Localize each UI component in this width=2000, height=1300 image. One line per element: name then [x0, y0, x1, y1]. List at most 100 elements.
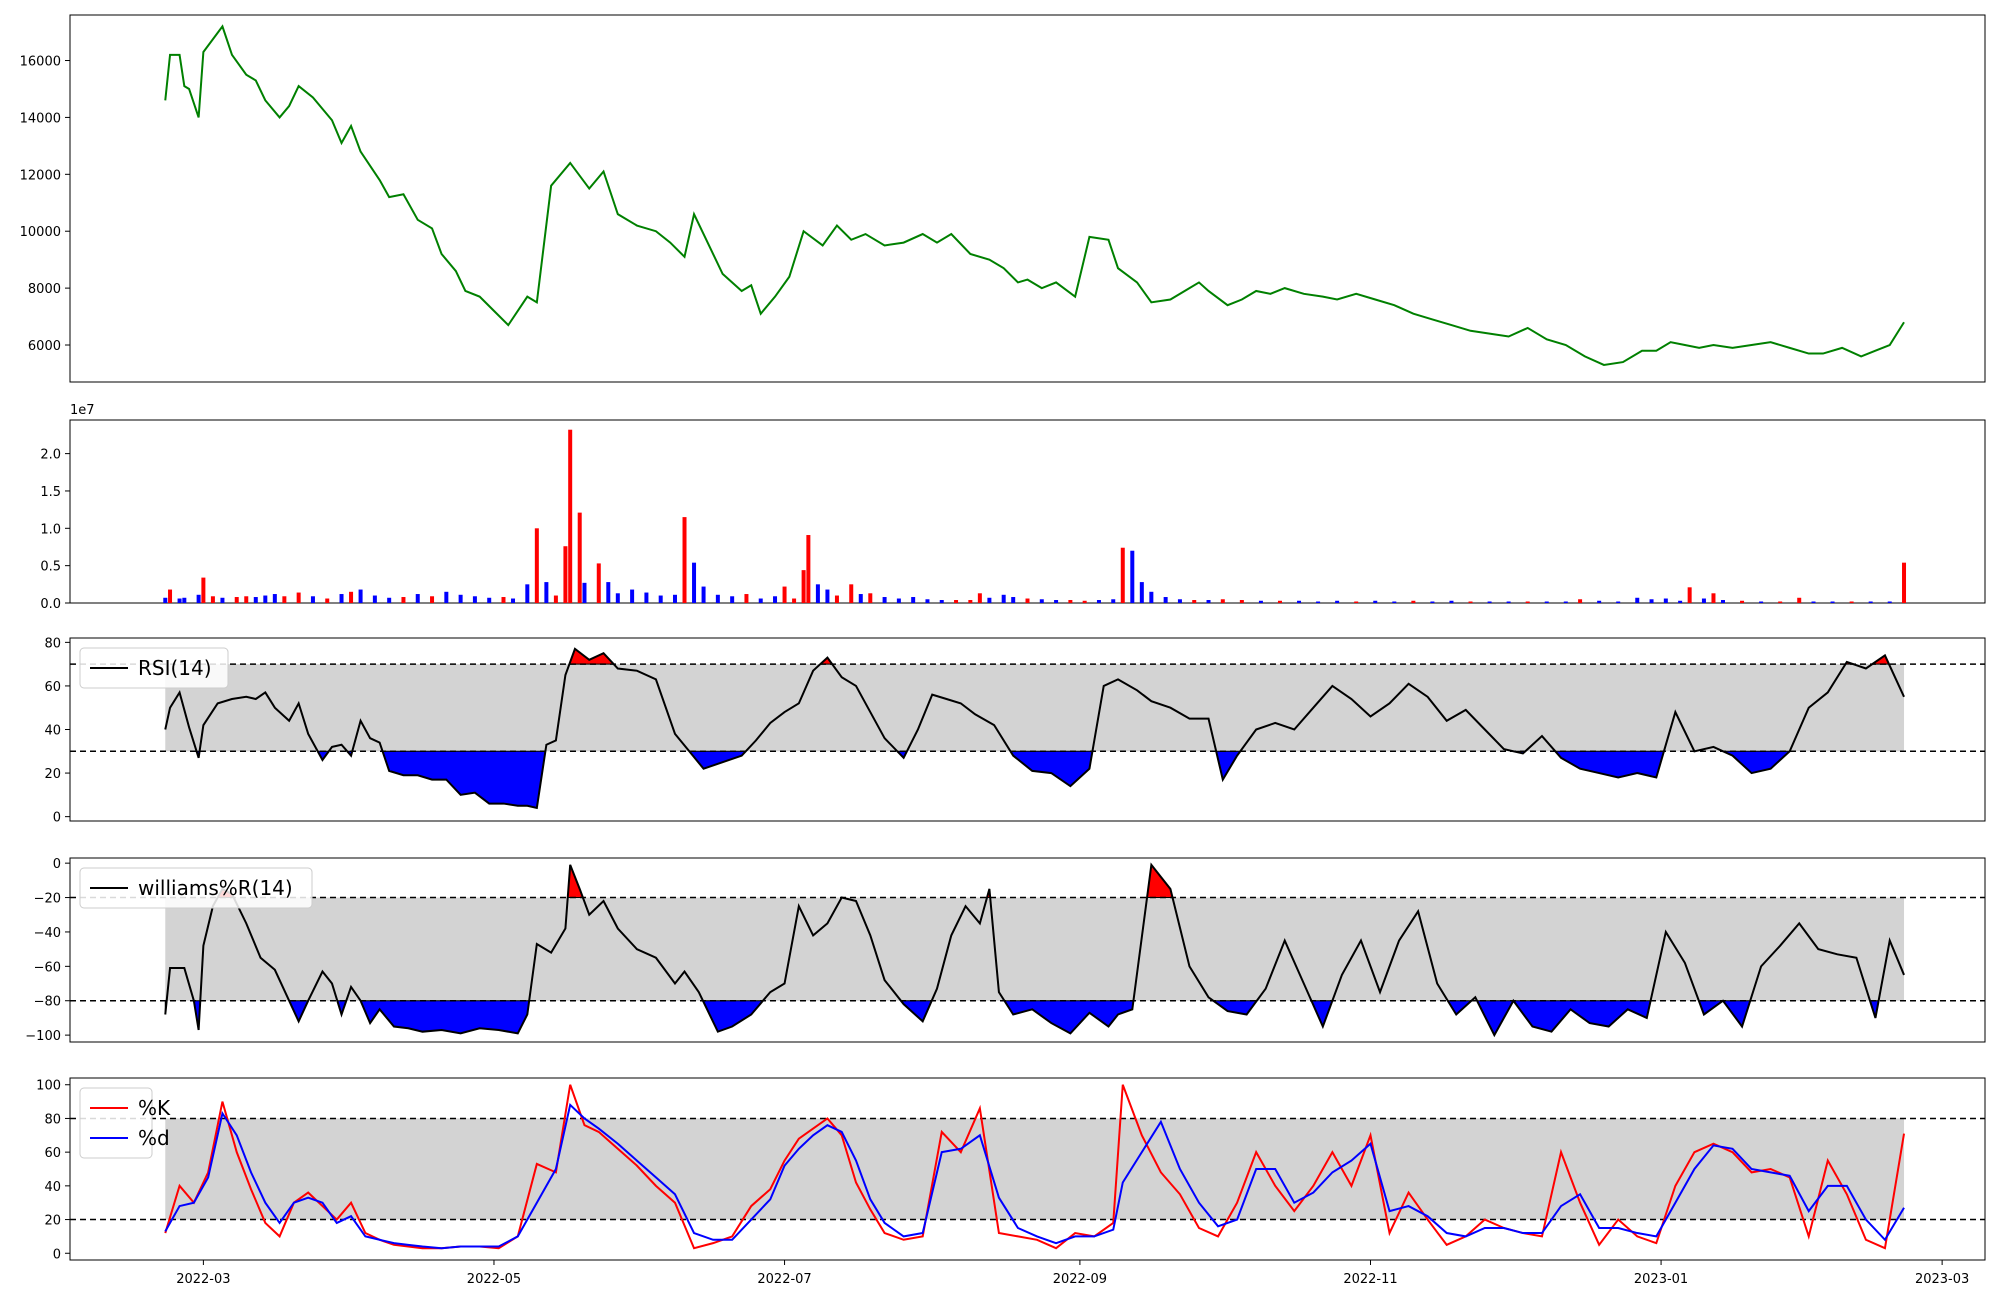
volume-bar: [1449, 600, 1454, 603]
volume-bar: [1902, 562, 1907, 603]
williams-legend: williams%R(14): [79, 867, 313, 909]
volume-bar: [563, 546, 568, 603]
volume-bar: [1468, 601, 1473, 603]
volume-bar: [1220, 599, 1225, 603]
volume-bar: [1525, 601, 1530, 603]
stochastic-line-d: [164, 1103, 1905, 1250]
volume-bar: [1687, 587, 1692, 603]
y-tick-label: 14000: [20, 111, 61, 126]
volume-bar: [163, 597, 168, 603]
rsi-oversold-fill: [1009, 750, 1093, 787]
rsi-oversold-fill: [688, 750, 747, 770]
volume-bar: [272, 594, 277, 603]
volume-bar: [168, 589, 173, 603]
volume-bar: [1139, 582, 1144, 603]
volume-bar: [630, 589, 635, 603]
x-tick-label: 2023-01: [1634, 1272, 1688, 1287]
y-tick-label: 1.0: [40, 522, 61, 537]
volume-bar: [1025, 598, 1030, 603]
legend-label: %d: [138, 1126, 170, 1150]
volume-bar: [210, 596, 215, 603]
volume-bar: [387, 597, 392, 603]
volume-bar: [858, 594, 863, 603]
volume-bar: [511, 598, 516, 603]
volume-bar: [220, 597, 225, 603]
y-tick-label: 60: [44, 680, 61, 695]
volume-bar: [201, 577, 206, 603]
volume-bar: [1506, 601, 1511, 603]
volume-bar: [606, 582, 611, 603]
volume-bar: [1544, 601, 1549, 603]
volume-bar: [692, 562, 697, 603]
volume-bar: [415, 594, 420, 603]
volume-bar: [1297, 600, 1302, 603]
volume-bar: [1597, 600, 1602, 603]
volume-bar: [577, 512, 582, 603]
volume-bar: [701, 586, 706, 603]
volume-bar: [1411, 600, 1416, 603]
x-tick-label: 2022-11: [1343, 1272, 1397, 1287]
volume-bar: [1082, 600, 1087, 603]
volume-bar: [1797, 597, 1802, 603]
volume-bar: [815, 584, 820, 603]
volume-bar: [1578, 599, 1583, 603]
volume-bar: [882, 597, 887, 603]
rsi-oversold-fill: [1722, 750, 1791, 774]
y-tick-label: 6000: [28, 339, 61, 354]
y-tick-label: −80: [34, 995, 61, 1010]
volume-bar: [1316, 601, 1321, 603]
y-tick-label: −100: [25, 1029, 61, 1044]
rsi-panel: 0 20 40 60 80 RSI(14): [44, 636, 1986, 826]
volume-bar: [244, 596, 249, 603]
volume-bar: [730, 596, 735, 603]
stochastic-panel: 0 20 40 60 80 100 %K %d 2022-03 2022-05 2022-07 202…: [36, 1077, 1986, 1287]
price-series-line: [164, 24, 1905, 366]
volume-bar: [1635, 597, 1640, 603]
volume-bar: [1868, 601, 1873, 603]
williams-panel: −100 −80 −60 −40 −20 0 williams%R(14): [25, 857, 1986, 1044]
volume-bar: [1663, 598, 1668, 603]
y-tick-label: 0: [53, 857, 61, 872]
williams-band-fill: [165, 897, 1905, 1001]
legend-box: [79, 867, 313, 909]
rsi-line: [164, 647, 1905, 810]
volume-bar: [644, 592, 649, 603]
volume-bar: [1720, 600, 1725, 603]
volume-bar: [1430, 601, 1435, 603]
volume-bar: [825, 589, 830, 603]
x-tick-label: 2022-05: [467, 1272, 521, 1287]
y-tick-label: −60: [34, 960, 61, 975]
volume-bar: [834, 595, 839, 603]
volume-bar: [458, 594, 463, 603]
volume-bar: [801, 570, 806, 603]
volume-bar: [1563, 601, 1568, 603]
volume-bar: [582, 582, 587, 603]
stochastic-band-fill: [165, 1118, 1905, 1220]
volume-bar: [896, 598, 901, 603]
volume-bar: [1277, 600, 1282, 603]
volume-bar: [1759, 601, 1764, 603]
y-tick-label: 20: [44, 767, 61, 782]
volume-bar: [682, 517, 687, 603]
y-tick-label: 16000: [20, 55, 61, 70]
volume-bar: [715, 594, 720, 603]
volume-offset-label: 1e7: [70, 403, 95, 418]
volume-bar: [1011, 597, 1016, 603]
volume-bar: [1001, 594, 1006, 603]
volume-bar: [911, 597, 916, 603]
volume-bar: [773, 596, 778, 603]
volume-bar: [296, 592, 301, 603]
legend-label: williams%R(14): [138, 876, 293, 900]
volume-bar: [758, 598, 763, 603]
volume-bar: [1373, 600, 1378, 603]
y-tick-label: −40: [34, 926, 61, 941]
x-tick-label: 2023-03: [1915, 1272, 1969, 1287]
stochastic-axes: [69, 1077, 1986, 1261]
williams-axes: [69, 857, 1986, 1043]
price-axes: [69, 14, 1986, 383]
volume-bar: [672, 594, 677, 603]
volume-bar: [401, 597, 406, 603]
y-tick-label: 0.0: [40, 597, 61, 612]
y-tick-label: 40: [44, 724, 61, 739]
volume-bar: [868, 593, 873, 603]
